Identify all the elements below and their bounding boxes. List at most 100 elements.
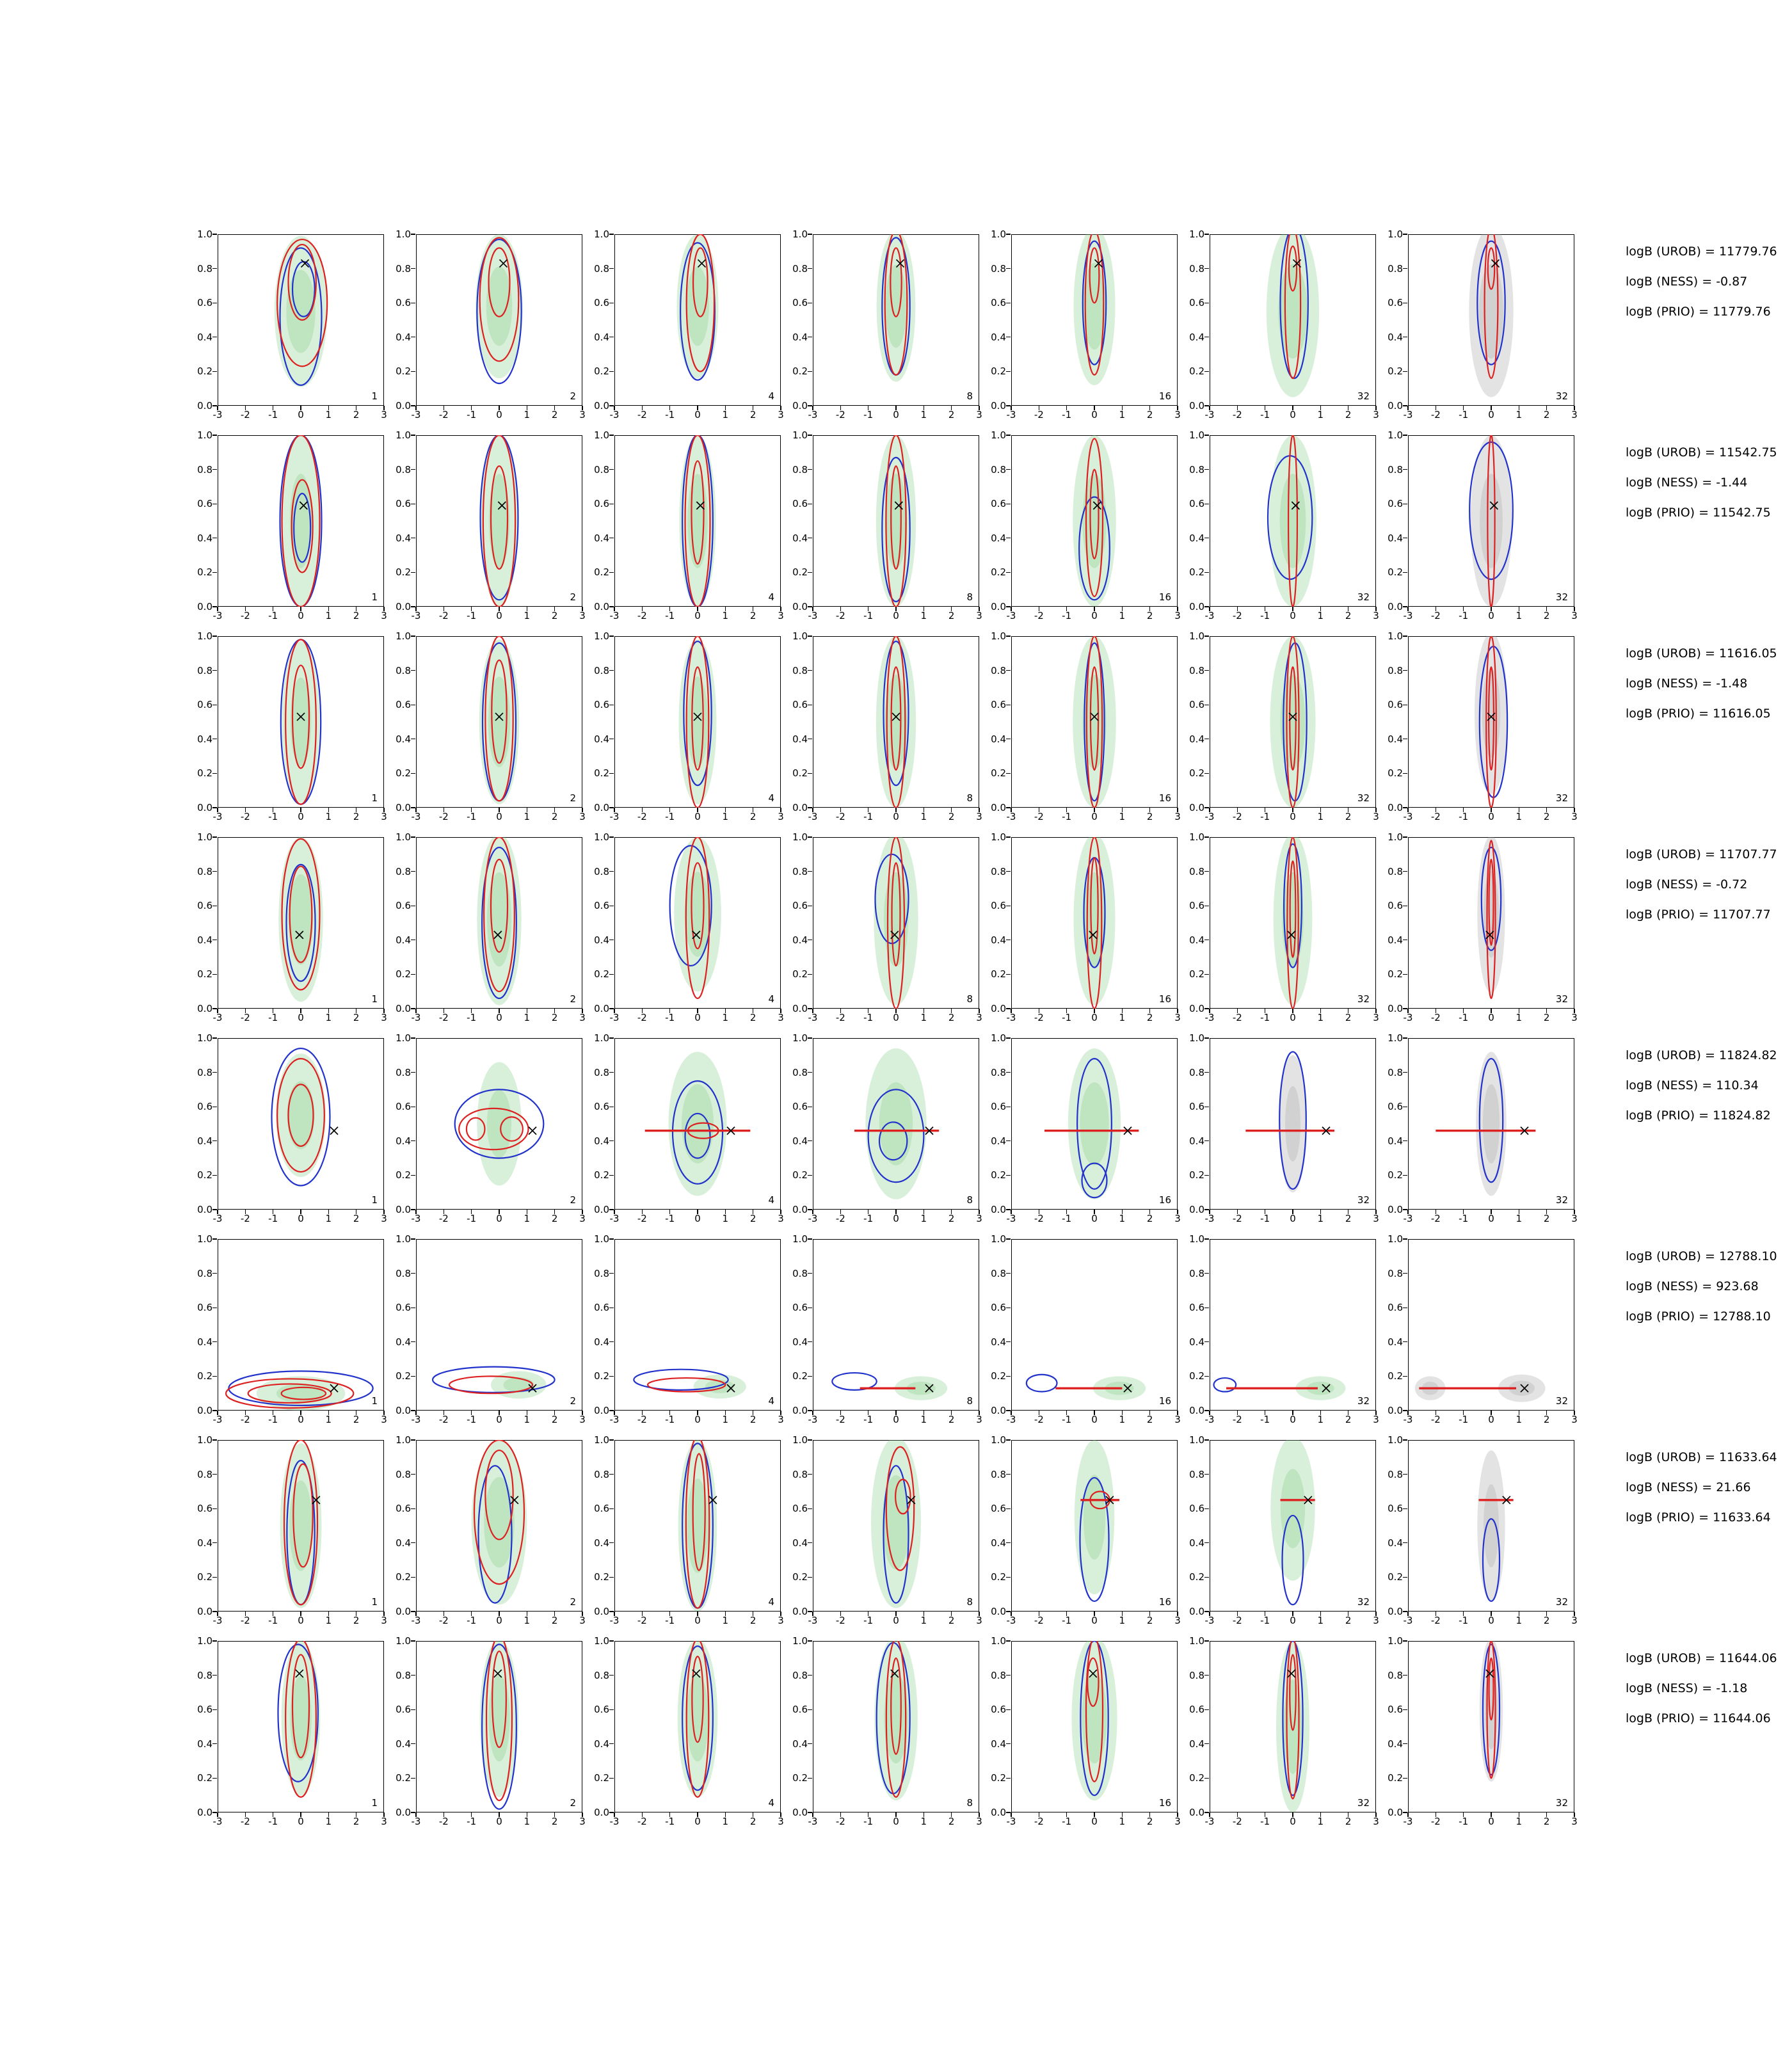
y-tick [1403,807,1407,808]
x-tick-label: -3 [808,1213,818,1224]
contour-blue [1480,846,1502,951]
density-fill-core [906,1381,936,1395]
y-tick [1204,606,1209,607]
subplot: 0.0 0.2 0.4 0.6 0.8 1.0 -3 -2 -1 0 1 2 3 8 [792,1233,982,1425]
contour-red [691,1656,704,1743]
y-tick-label: 0.4 [1388,532,1403,544]
y-tick-label: 0.4 [197,331,212,343]
x-tick-label: 1 [920,1615,927,1626]
y-tick-label: 1.0 [792,228,808,240]
x-tick [1320,1009,1322,1013]
y-tick [1006,772,1011,774]
corner-label: 16 [1158,390,1171,402]
x-tick-label: 0 [496,610,502,621]
x-tick-label: -3 [1403,1816,1413,1827]
x-tick-label: 1 [1119,409,1126,420]
x-tick-label: 1 [325,610,332,621]
x-tick [554,808,556,812]
x-tick [415,406,417,410]
y-tick-label: 0.0 [594,1405,609,1416]
x-tick [470,1612,472,1616]
y-tick-label: 1.0 [396,1635,411,1647]
y-tick-label: 0.8 [1388,664,1403,676]
x-tick [641,1812,643,1817]
y-tick-label: 0.0 [991,601,1006,612]
plot-area [416,1641,582,1812]
y-tick [1006,1375,1011,1377]
density-fill-core [290,1676,312,1761]
row-annotations: logB (UROB) = 11779.76 logB (NESS) = -0.8… [1626,234,1792,406]
y-tick-label: 0.2 [396,968,411,980]
x-tick [697,1812,698,1817]
y-tick-label: 0.2 [792,566,808,579]
contour-red [685,1440,710,1609]
x-tick [950,1812,952,1817]
contour-red [1085,438,1104,598]
contour-blue [671,1080,724,1185]
x-tick-label: -3 [609,1615,620,1626]
x-tick-label: 0 [694,610,701,621]
y-tick [1403,1439,1407,1441]
y-tick-label: 0.2 [594,365,609,378]
x-tick-label: 1 [1317,409,1324,420]
y-tick-label: 0.6 [594,1101,609,1113]
x-tick-label: -3 [411,811,421,822]
x-tick [1320,1812,1322,1817]
y-tick-label: 0.6 [991,1704,1006,1716]
x-tick [840,607,842,611]
y-tick-label: 0.2 [197,968,212,980]
x-tick-label: 0 [893,1414,899,1425]
x-tick [724,1009,726,1013]
figure-row: 0.0 0.2 0.4 0.6 0.8 1.0 -3 -2 -1 0 1 2 3 1 0.0 0.2 0.4 0.… [197,228,1792,420]
contour-plot-canvas [431,1366,556,1399]
x-tick-label: 0 [1091,1615,1098,1626]
y-tick [1006,268,1011,269]
y-tick [411,1709,415,1710]
figure-row: 0.0 0.2 0.4 0.6 0.8 1.0 -3 -2 -1 0 1 2 3 1 0.0 0.2 0.4 0.… [197,1434,1792,1626]
y-tick-label: 0.0 [1388,1405,1403,1416]
density-fill-green [476,234,523,379]
y-tick-label: 0.8 [1388,262,1403,275]
subplot: 0.0 0.2 0.4 0.6 0.8 1.0 -3 -2 -1 0 1 2 3 32 [1388,630,1578,822]
x-tick-label: 1 [920,1213,927,1224]
subplot: 0.0 0.2 0.4 0.6 0.8 1.0 -3 -2 -1 0 1 2 3 1 [197,630,387,822]
x-tick [669,607,671,611]
y-tick-label: 0.6 [792,498,808,510]
y-tick-label: 1.0 [197,831,212,843]
x-tick-label: -3 [1403,1615,1413,1626]
x-tick [383,1411,385,1415]
y-tick [1204,371,1209,372]
y-tick-label: 0.2 [396,365,411,378]
x-tick-label: -1 [1459,811,1469,822]
y-tick-label: 0.4 [594,532,609,544]
contour-plot-canvas [1270,1440,1315,1606]
y-tick [808,371,812,372]
y-tick [1006,572,1011,573]
y-tick [212,1674,217,1676]
x-tick-label: -3 [1403,1414,1413,1425]
subplot: 0.0 0.2 0.4 0.6 0.8 1.0 -3 -2 -1 0 1 2 3 1 [197,1635,387,1827]
contour-red [281,435,321,607]
corner-label: 2 [570,390,576,402]
x-tick-label: 1 [1119,1213,1126,1224]
x-tick [554,1612,556,1616]
corner-label: 32 [1357,1194,1370,1206]
corner-label: 32 [1357,1596,1370,1608]
y-tick [1403,1037,1407,1039]
contour-blue [1025,1373,1058,1393]
x-tick [1292,808,1293,812]
x-tick-label: -3 [1006,409,1016,420]
y-tick-label: 0.2 [396,1571,411,1583]
density-fill-green [276,1053,326,1178]
contour-red [646,1377,726,1393]
y-tick [212,1439,217,1441]
density-fill-core [687,676,708,767]
y-tick [1403,1410,1407,1411]
x-tick [724,1411,726,1415]
x-tick-label: 1 [722,409,729,420]
x-tick-label: -3 [1204,1615,1215,1626]
x-tick-label: -1 [1459,1213,1469,1224]
x-tick [1066,406,1068,410]
contour-red [1488,1657,1494,1721]
subplot: 0.0 0.2 0.4 0.6 0.8 1.0 -3 -2 -1 0 1 2 3 2 [396,1032,586,1224]
